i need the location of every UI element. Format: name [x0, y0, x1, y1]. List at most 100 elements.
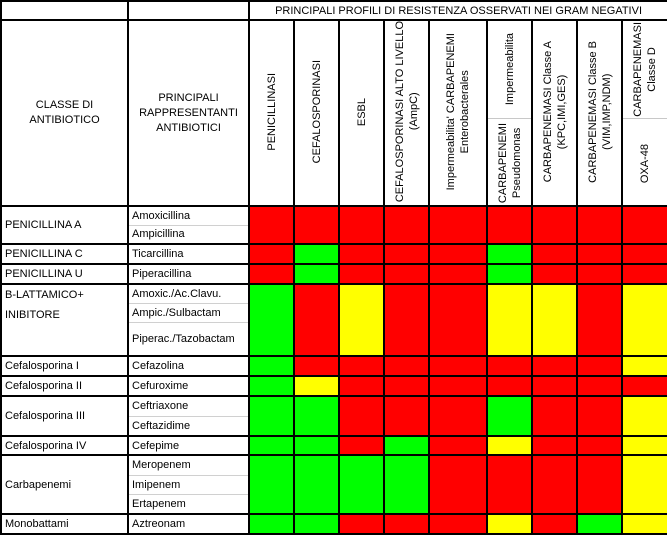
resistance-cell — [486, 283, 533, 358]
profile-header-4: Impermeabilita' CARBAPENEMI Enterobactera… — [428, 18, 488, 208]
resistance-cell — [293, 355, 340, 378]
table-row: Cefalosporina II Cefuroxime — [0, 375, 667, 398]
resistance-cell — [428, 205, 488, 246]
resistance-cell — [531, 263, 578, 286]
resistance-cell — [293, 513, 340, 536]
rotated-header-text: CARBAPENEMASI Classe B (VIM,IMP,NDM) — [586, 41, 614, 183]
resistance-cell — [620, 243, 667, 266]
drug-cell: Ceftriaxone — [127, 395, 250, 417]
resistance-cell — [428, 355, 488, 378]
header-line: CARBAPENEMASI — [632, 22, 645, 117]
drug-cell: Amoxicillina — [127, 205, 250, 226]
resistance-cell — [486, 395, 533, 438]
drug-cell: Meropenem — [127, 454, 250, 476]
class-cell: Cefalosporina III — [0, 395, 129, 438]
resistance-cell — [576, 283, 623, 358]
resistance-cell — [383, 435, 430, 457]
resistance-cell — [486, 435, 533, 457]
header-line: (AmpC) — [407, 92, 420, 131]
class-label: PENICILLINA C — [5, 248, 83, 261]
resistance-cell — [338, 395, 385, 438]
table-row: Cefalosporina III Ceftriaxone — [0, 395, 667, 438]
resistance-cell — [383, 454, 430, 516]
profile-header-8: CARBAPENEMASI Classe D OXA-48 — [620, 18, 667, 208]
drug-cell: Piperac./Tazobactam — [127, 321, 250, 358]
table-row: Imipenem — [1, 474, 667, 495]
header-bottom-part: OXA-48 — [624, 121, 666, 204]
header-line: CEFALOSPORINASI ALTO LIVELLO — [393, 21, 406, 203]
resistance-cell — [486, 205, 533, 246]
resistance-cell — [428, 435, 488, 457]
header-bottom-part: CARBAPENEMI Pseudomonas — [489, 121, 530, 204]
resistance-cell — [383, 205, 430, 246]
resistance-cell — [293, 395, 340, 438]
class-cell: Cefalosporina I — [0, 355, 129, 378]
resistance-cell — [293, 283, 340, 358]
resistance-cell — [428, 283, 488, 358]
header-top-part: CARBAPENEMASI Classe D — [624, 22, 667, 119]
resistance-cell — [338, 435, 385, 457]
resistance-cell — [428, 513, 488, 536]
header-line: CARBAPENEMI — [496, 123, 509, 204]
resistance-cell — [576, 355, 623, 378]
resistance-cell — [248, 375, 295, 398]
header-line: Pseudomonas — [510, 128, 523, 199]
resistance-cell — [531, 205, 578, 246]
resistance-cell — [383, 263, 430, 286]
header-line: PENICILLINASI — [265, 72, 278, 151]
resistance-cell — [576, 243, 623, 266]
resistance-cell — [620, 395, 667, 438]
resistance-cell — [531, 454, 578, 516]
resistance-cell — [531, 375, 578, 398]
resistance-cell — [620, 454, 667, 516]
resistance-cell — [338, 263, 385, 286]
class-cell: Cefalosporina IV — [0, 435, 129, 457]
header-line: ESBL — [355, 97, 368, 126]
resistance-cell — [576, 454, 623, 516]
resistance-cell — [486, 454, 533, 516]
drug-cell: Ampicillina — [127, 224, 250, 246]
class-cell: PENICILLINA A — [0, 205, 129, 246]
resistance-cell — [338, 375, 385, 398]
resistance-cell — [620, 263, 667, 286]
header-line: CARBAPENEMASI Classe B — [586, 40, 599, 183]
drug-column-header: PRINCIPALI RAPPRESENTANTI ANTIBIOTICI — [127, 18, 250, 208]
drug-cell: Imipenem — [127, 474, 250, 495]
resistance-cell — [428, 263, 488, 286]
empty-cell — [127, 0, 250, 21]
table-row: PENICILLINA U Piperacillina — [0, 263, 667, 286]
drug-cell: Cefepime — [127, 435, 250, 457]
resistance-cell — [486, 263, 533, 286]
class-label: Cefalosporina I — [5, 360, 79, 373]
resistance-cell — [576, 375, 623, 398]
resistance-cell — [293, 454, 340, 516]
class-cell: Monobattami — [0, 513, 129, 536]
title-row: PRINCIPALI PROFILI DI RESISTENZA OSSERVA… — [0, 0, 667, 21]
resistance-cell — [620, 205, 667, 246]
resistance-cell — [338, 283, 385, 358]
resistance-cell — [486, 513, 533, 536]
resistance-cell — [486, 243, 533, 266]
resistance-cell — [531, 355, 578, 378]
rotated-header-text: CEFALOSPORINASI — [310, 60, 324, 163]
drug-cell: Ticarcillina — [127, 243, 250, 266]
class-label: B-LATTAMICO+ — [5, 289, 84, 302]
resistance-cell — [620, 355, 667, 378]
resistance-cell — [428, 375, 488, 398]
resistance-cell — [338, 243, 385, 266]
profile-header-3: CEFALOSPORINASI ALTO LIVELLO (AmpC) — [383, 18, 430, 208]
resistance-cell — [248, 435, 295, 457]
resistance-cell — [293, 205, 340, 246]
resistance-cell — [248, 263, 295, 286]
resistance-cell — [531, 395, 578, 438]
header-line: (VIM,IMP,NDM) — [600, 73, 613, 150]
class-label: PENICILLINA U — [5, 268, 83, 281]
table-title: PRINCIPALI PROFILI DI RESISTENZA OSSERVA… — [247, 0, 667, 21]
resistance-cell — [383, 355, 430, 378]
profile-header-1: CEFALOSPORINASI — [293, 18, 340, 208]
resistance-cell — [248, 395, 295, 438]
drug-cell: Cefuroxime — [127, 375, 250, 398]
table-row: Cefalosporina IV Cefepime — [0, 435, 667, 457]
resistance-cell — [531, 283, 578, 358]
table-row: Piperac./Tazobactam — [1, 321, 667, 358]
